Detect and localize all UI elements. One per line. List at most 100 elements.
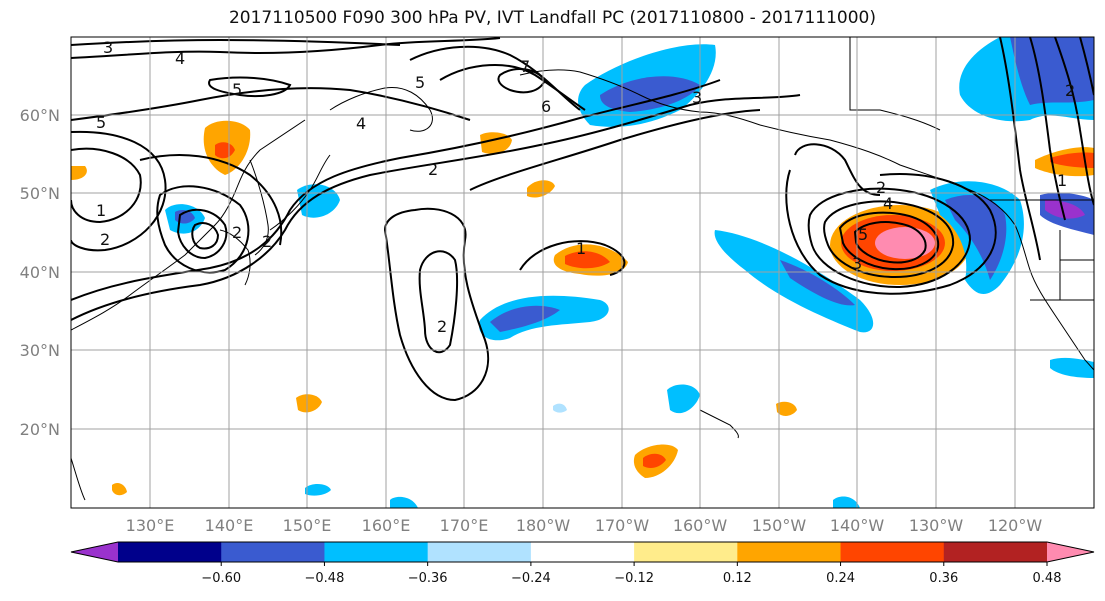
lon-label: 160°E: [362, 516, 411, 535]
contour-line: [497, 68, 547, 94]
lat-label: 40°N: [20, 263, 60, 282]
colorbar-extend-max: [1047, 542, 1094, 562]
weak-negative-anomaly: [553, 403, 567, 413]
colorbar-segment: [840, 542, 945, 562]
contour-line: [439, 63, 586, 111]
contour-label: 2: [1065, 81, 1075, 100]
contour-line: [1029, 37, 1066, 221]
contour-label: 6: [541, 97, 551, 116]
negative-anomaly-region: [667, 384, 700, 414]
positive-anomaly-core: [215, 142, 235, 159]
pv-contours: [71, 37, 1094, 402]
colorbar-segment: [118, 542, 222, 562]
hawaii-islands: [699, 409, 739, 439]
aleutian-coastline: [519, 69, 761, 126]
alaska-border: [849, 37, 941, 131]
contour-line: [838, 211, 940, 271]
colorbar-segment: [324, 542, 429, 562]
contour-line: [71, 147, 142, 224]
negative-anomaly-core: [1010, 37, 1094, 105]
colorbar-tick-label: 0.48: [1033, 571, 1062, 586]
contour-label: 2: [100, 230, 110, 249]
contour-line: [853, 221, 927, 264]
colorbar: −0.60 −0.48 −0.36 −0.24 −0.12 0.12 0.24 0.36 0.4…: [70, 541, 1095, 586]
lon-label: 180°W: [516, 516, 571, 535]
contour-line: [71, 38, 401, 46]
lon-label: 170°E: [440, 516, 489, 535]
contour-line: [71, 79, 721, 301]
contour-line: [156, 185, 250, 274]
contour-line: [383, 207, 490, 402]
contour-line: [71, 130, 167, 252]
colorbar-tick-label: −0.48: [305, 571, 345, 586]
contour-label: 1: [576, 239, 586, 258]
map-frame: [70, 36, 1095, 509]
contour-label: 3: [103, 38, 113, 57]
contour-line: [823, 200, 955, 279]
positive-anomaly-core: [565, 251, 610, 269]
contour-label: 5: [415, 73, 425, 92]
lon-label: 140°W: [830, 516, 885, 535]
negative-anomaly-core: [780, 260, 855, 306]
positive-anomaly-region: [112, 482, 127, 496]
contour-line: [139, 154, 283, 246]
lon-label: 170°W: [595, 516, 650, 535]
contour-label: 2: [262, 232, 272, 251]
negative-anomaly-core: [600, 76, 700, 112]
coastlines: [71, 37, 1094, 501]
lon-label: 130°E: [126, 516, 175, 535]
negative-anomaly-region: [714, 230, 874, 333]
colorbar-segment: [737, 542, 842, 562]
lat-label: 30°N: [20, 341, 60, 360]
negative-anomaly-region: [390, 496, 418, 508]
colorbar-tick-label: 0.24: [826, 571, 855, 586]
contour-label: 4: [356, 114, 366, 133]
lon-label: 120°W: [988, 516, 1043, 535]
colorbar-tick-label: 0.36: [929, 571, 958, 586]
colorbar-tick-label: −0.24: [511, 571, 551, 586]
colorbar-extend-min: [71, 542, 118, 562]
contour-line: [208, 76, 292, 98]
contour-line: [1079, 37, 1094, 96]
colorbar-tick-label: −0.12: [614, 571, 654, 586]
colorbar-outline: [70, 541, 1095, 563]
contour-label: 4: [175, 49, 185, 68]
lat-label: 60°N: [20, 106, 60, 125]
positive-anomaly-core: [643, 453, 666, 468]
contour-line: [519, 240, 626, 276]
contour-line: [794, 143, 881, 196]
colorbar-segment: [221, 542, 325, 562]
positive-anomaly-peak: [875, 227, 935, 259]
graticule: [71, 37, 1094, 508]
longitude-labels: 130°E 140°E 150°E 160°E 170°E 180°W 170°…: [126, 516, 1043, 535]
contour-label: 5: [858, 225, 868, 244]
contour-label: 1: [96, 201, 106, 220]
contour-line: [807, 187, 972, 289]
contour-label: 5: [96, 113, 106, 132]
contour-label: 3: [692, 88, 702, 107]
latitude-labels: 60°N 50°N 40°N 30°N 20°N: [20, 106, 60, 439]
contour-line: [785, 169, 997, 295]
positive-anomaly-core: [1050, 152, 1094, 168]
lon-label: 130°W: [909, 516, 964, 535]
colorbar-segment: [427, 542, 532, 562]
colorbar-tick-label: −0.36: [408, 571, 448, 586]
contour-label: 4: [883, 194, 893, 213]
colorbar-tick-label: 0.12: [723, 571, 752, 586]
contour-line: [999, 37, 1041, 261]
lon-label: 140°E: [205, 516, 254, 535]
contour-label: 1: [1057, 171, 1067, 190]
kamchatka-coastline: [329, 86, 433, 132]
state-borders: [1030, 230, 1094, 301]
contour-label: 2: [437, 317, 447, 336]
contour-label: 2: [232, 223, 242, 242]
contour-line: [71, 37, 501, 59]
asia-coastline: [71, 119, 306, 331]
contour-label: 3: [852, 254, 862, 273]
contour-label: 2: [876, 178, 886, 197]
positive-anomaly-region: [296, 394, 322, 413]
colorbar-segment: [634, 542, 738, 562]
colorbar-segment: [530, 542, 635, 562]
positive-anomaly-region: [71, 166, 87, 180]
